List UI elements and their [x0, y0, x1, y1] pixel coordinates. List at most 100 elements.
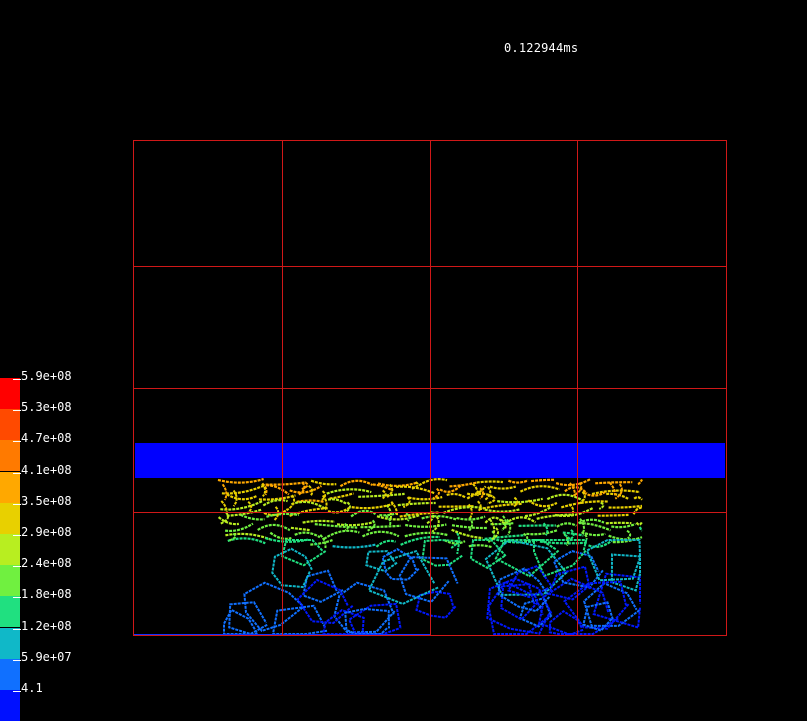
grain-boundary [337, 522, 373, 525]
grain-boundary [627, 531, 630, 539]
grain-boundary [263, 500, 287, 505]
grain-boundary [396, 487, 435, 494]
grain-boundary [262, 484, 265, 497]
legend-tick [13, 566, 21, 567]
legend-swatch [0, 659, 20, 690]
grain-boundary [508, 480, 528, 482]
grain-boundary [376, 541, 395, 547]
legend-swatch [0, 440, 20, 471]
legend-tick [13, 473, 21, 474]
legend-tick [13, 535, 21, 536]
grain-boundary [419, 479, 447, 485]
grain-boundary [303, 521, 335, 523]
grain-boundary [333, 545, 376, 548]
grain-boundary [303, 571, 343, 602]
grain-boundary [432, 517, 439, 532]
grain-boundary [520, 598, 552, 626]
grain-boundary [328, 499, 346, 503]
legend-swatch [0, 378, 20, 409]
grain-boundary [452, 530, 483, 538]
grain-boundary [409, 497, 443, 499]
grain-boundary [403, 497, 409, 507]
legend-label: 4.1e+08 [21, 464, 72, 476]
grain-boundary [266, 482, 307, 484]
grain-boundary [550, 611, 583, 634]
grain-boundary [259, 495, 296, 499]
grain-boundary [272, 549, 312, 587]
grain-boundary [221, 501, 227, 514]
grain-boundary [556, 479, 590, 485]
grain-boundary [433, 489, 439, 499]
grain-boundary [405, 525, 446, 527]
grain-boundary [222, 486, 264, 494]
grain-boundary [599, 503, 603, 509]
grain-boundary [557, 523, 577, 526]
grain-boundary [638, 480, 642, 485]
legend-label: 4.7e+08 [21, 432, 72, 444]
grain-boundary [612, 555, 640, 591]
legend-tick [13, 660, 21, 661]
legend-label: 5.3e+08 [21, 401, 72, 413]
grain-boundary [611, 524, 635, 527]
grain-boundary [587, 540, 640, 580]
grain-boundary [379, 513, 397, 515]
grain-boundary [469, 517, 472, 530]
grain-boundary [485, 509, 521, 511]
grain-boundary [241, 515, 265, 520]
legend-label: 5.9e+08 [21, 370, 72, 382]
grain-boundary [328, 507, 350, 512]
legend-swatch [0, 534, 20, 565]
grain-boundary [634, 508, 642, 514]
legend-swatch [0, 565, 20, 596]
grain-boundary [311, 481, 336, 485]
grain-boundary [273, 606, 327, 634]
grain-boundary [525, 508, 550, 517]
legend-tick [13, 504, 21, 505]
grain-boundary [531, 480, 554, 481]
grain-boundary [363, 532, 399, 537]
grain-boundary [327, 489, 372, 493]
grain-boundary [295, 533, 320, 538]
legend-label: 2.4e+08 [21, 557, 72, 569]
legend-tick [13, 629, 21, 630]
grain-boundary [585, 533, 605, 535]
grain-boundary [324, 531, 359, 539]
grain-boundary [595, 482, 632, 483]
grain-boundary [369, 551, 438, 604]
legend-swatch [0, 628, 20, 659]
grain-boundary [378, 483, 417, 486]
grain-boundary [401, 537, 440, 545]
simulation-time-readout: 0.122944ms [504, 41, 578, 55]
grain-boundary [640, 527, 642, 531]
grain-boundary [485, 535, 525, 539]
legend-label: 2.9e+08 [21, 526, 72, 538]
legend-label: 5.9e+07 [21, 651, 72, 663]
legend-tick [13, 410, 21, 411]
grain-boundary [227, 494, 257, 499]
grain-boundary [366, 551, 397, 571]
grain-boundary [391, 502, 397, 515]
grain-boundary [452, 525, 487, 528]
grain-boundary [386, 516, 391, 526]
grain-boundary [405, 533, 448, 536]
grain-boundary [351, 511, 375, 517]
grain-boundary [447, 494, 466, 497]
grain-boundary [330, 493, 354, 498]
legend-tick [13, 597, 21, 598]
grain-boundary [499, 569, 550, 612]
legend-swatch [0, 503, 20, 534]
grain-boundary [497, 499, 543, 502]
grain-boundary [485, 487, 490, 500]
grain-boundary [223, 484, 227, 500]
legend-swatch [0, 409, 20, 440]
grain-boundary [526, 530, 557, 534]
grain-boundary [218, 479, 264, 483]
grain-boundary [488, 497, 495, 504]
grain-boundary [270, 533, 291, 539]
grain-boundary [528, 500, 557, 506]
legend-swatch [0, 596, 20, 627]
legend-swatch [0, 472, 20, 503]
